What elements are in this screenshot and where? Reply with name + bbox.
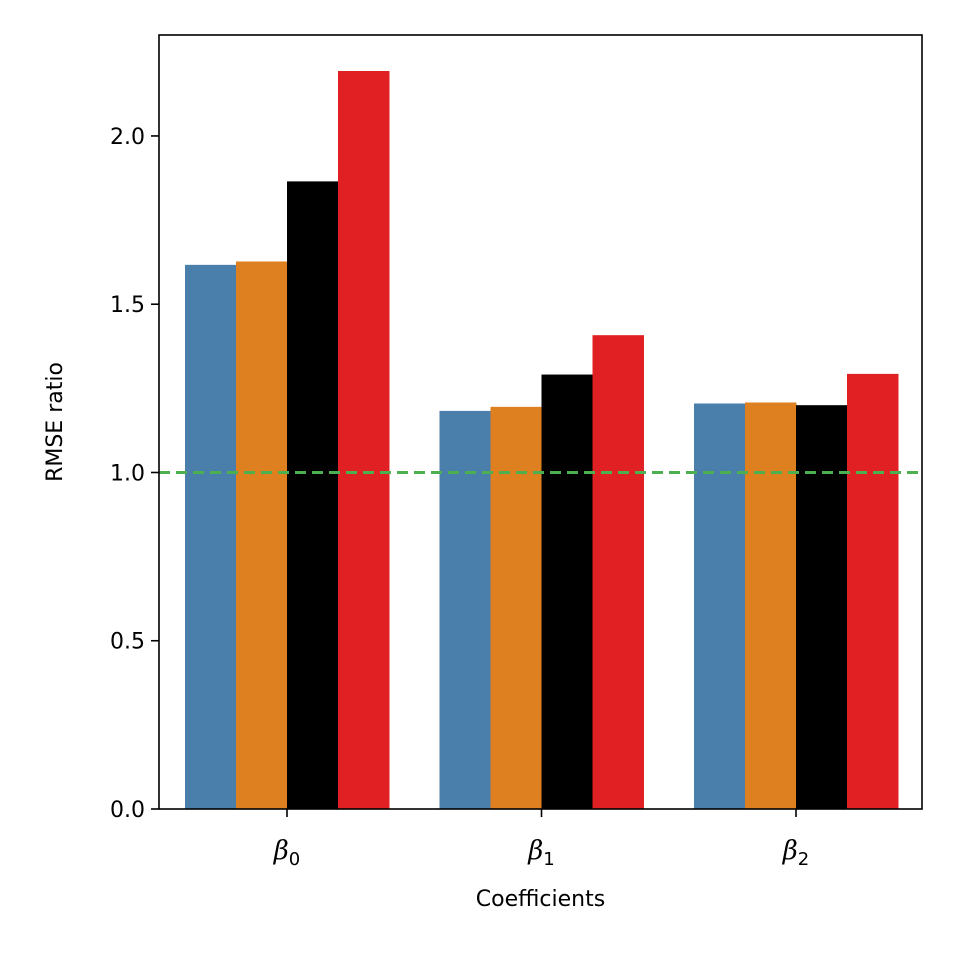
bar-cat1-series0 <box>439 410 491 809</box>
x-tick-label: β1 <box>527 836 554 870</box>
bar-cat1-series3 <box>592 335 644 809</box>
x-axis-ticks: β0 β1 β2 <box>273 809 809 870</box>
bar-cat2-series0 <box>694 403 746 809</box>
y-tick-label: 1.5 <box>110 293 145 318</box>
bar-cat2-series3 <box>847 373 899 809</box>
bar-cat2-series1 <box>745 402 797 809</box>
bar-cat2-series2 <box>796 405 848 809</box>
y-tick-label: 2.0 <box>110 125 145 150</box>
y-axis-ticks: 0.0 0.5 1.0 1.5 2.0 <box>110 125 159 823</box>
plot-frame <box>158 34 923 810</box>
bar-cat0-series1 <box>236 261 288 809</box>
bar-cat0-series2 <box>287 181 339 809</box>
bar-cat0-series0 <box>185 264 237 809</box>
x-axis-label: Coefficients <box>476 887 605 912</box>
bar-cat1-series1 <box>490 406 542 809</box>
bar-cat0-series3 <box>338 71 390 810</box>
bars-group <box>185 71 899 810</box>
y-tick-label: 0.5 <box>110 630 145 655</box>
y-tick-label: 1.0 <box>110 461 145 486</box>
y-tick-label: 0.0 <box>110 798 145 823</box>
x-tick-label: β2 <box>782 836 809 870</box>
x-tick-label: β0 <box>273 836 300 870</box>
bar-cat1-series2 <box>541 374 593 809</box>
y-axis-label: RMSE ratio <box>43 362 68 482</box>
